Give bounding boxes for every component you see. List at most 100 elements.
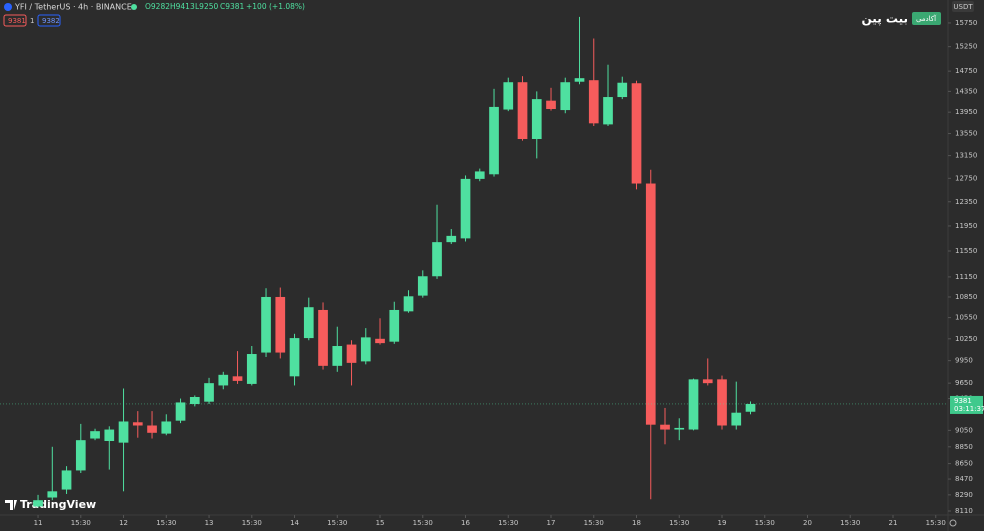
x-tick-label: 18 xyxy=(632,519,641,527)
currency: USDT xyxy=(953,3,973,11)
candle-body xyxy=(303,307,314,339)
x-tick-label: 20 xyxy=(803,519,812,527)
bid: 9381 xyxy=(8,17,26,25)
logo: TradingView xyxy=(20,498,96,511)
x-tick-label: 15:30 xyxy=(413,519,433,527)
ohlc-low: L9250 xyxy=(195,2,218,11)
y-tick-label: 10550 xyxy=(955,314,977,322)
ohlc-high: H9413 xyxy=(170,2,195,11)
y-tick-label: 8850 xyxy=(955,443,973,451)
candle-body xyxy=(346,344,357,363)
candle-body xyxy=(33,500,43,507)
candle-body xyxy=(489,106,499,175)
y-tick-label: 14750 xyxy=(955,67,977,75)
candle-body xyxy=(175,402,186,421)
candle-body xyxy=(204,383,214,402)
candle-body xyxy=(189,397,200,405)
candle-body xyxy=(432,242,442,277)
x-tick-label: 15:30 xyxy=(669,519,689,527)
candle-body xyxy=(688,379,699,430)
y-tick-label: 8290 xyxy=(955,491,973,499)
x-tick-label: 12 xyxy=(119,519,128,527)
candle-body xyxy=(660,424,670,430)
candle-body xyxy=(745,403,756,412)
candle-body xyxy=(218,374,229,386)
brand-tag-box xyxy=(912,12,941,25)
x-tick-label: 15:30 xyxy=(327,519,347,527)
y-tick-label: 8110 xyxy=(955,507,973,515)
candle-body xyxy=(560,82,571,111)
candle-body xyxy=(546,100,556,110)
y-tick-label: 10250 xyxy=(955,335,977,343)
ohlc-change: +100 (+1.08%) xyxy=(246,2,305,11)
brand-tag: آکادمی xyxy=(916,14,937,23)
y-tick-label: 11950 xyxy=(955,222,977,230)
x-tick-label: 15:30 xyxy=(584,519,604,527)
candle-body xyxy=(90,431,100,439)
candle-body xyxy=(75,440,86,471)
x-tick-label: 15:30 xyxy=(926,519,946,527)
candle-body xyxy=(332,346,343,366)
settings-icon[interactable] xyxy=(949,519,957,527)
candle-body xyxy=(588,80,599,124)
x-tick-label: 15:30 xyxy=(156,519,176,527)
y-tick-label: 8650 xyxy=(955,460,973,468)
price-label: 9381 xyxy=(954,397,972,405)
candle-body xyxy=(674,427,685,430)
y-tick-label: 9050 xyxy=(955,426,973,434)
candle-body xyxy=(289,338,300,377)
candle-body xyxy=(389,309,400,342)
candle-body xyxy=(702,379,713,384)
y-tick-label: 12350 xyxy=(955,198,977,206)
candle-body xyxy=(645,183,656,425)
candle-body xyxy=(574,78,585,82)
x-tick-label: 15:30 xyxy=(71,519,91,527)
ask: 9382 xyxy=(42,17,60,25)
x-tick-label: 15:30 xyxy=(242,519,262,527)
y-tick-label: 11150 xyxy=(955,273,977,281)
candle-body xyxy=(617,82,628,98)
y-tick-label: 13950 xyxy=(955,108,977,116)
candle-body xyxy=(132,422,143,426)
x-tick-label: 21 xyxy=(889,519,898,527)
x-tick-label: 11 xyxy=(34,519,43,527)
x-tick-label: 15:30 xyxy=(498,519,518,527)
bid-box[interactable] xyxy=(3,14,27,27)
x-tick-label: 13 xyxy=(205,519,214,527)
y-tick-label: 14350 xyxy=(955,87,977,95)
symbol[interactable]: YFI / TetherUS · 4h · BINANCE xyxy=(14,3,132,12)
candle-body xyxy=(460,178,471,239)
x-tick-label: 19 xyxy=(718,519,727,527)
candle-body xyxy=(118,421,129,443)
x-tick-label: 17 xyxy=(547,519,556,527)
candle-body xyxy=(232,376,243,381)
y-tick-label: 9950 xyxy=(955,357,973,365)
candle-body xyxy=(403,296,414,312)
logo-icon xyxy=(5,500,17,510)
ohlc-open: O9282 xyxy=(145,2,170,11)
spread: 1 xyxy=(30,17,34,25)
x-tick-label: 14 xyxy=(290,519,299,527)
countdown: 03:11:37 xyxy=(954,405,984,413)
x-tick-label: 15:30 xyxy=(755,519,775,527)
candle-body xyxy=(717,379,727,426)
candle-body xyxy=(47,491,58,498)
candle-body xyxy=(261,296,271,353)
candle-body xyxy=(375,338,385,344)
candle-body xyxy=(517,82,528,140)
candle-body xyxy=(531,99,542,140)
y-tick-label: 15750 xyxy=(955,19,977,27)
candle-body xyxy=(275,296,286,353)
candle-body xyxy=(147,425,157,433)
ask-box[interactable] xyxy=(37,14,61,27)
currency-box[interactable] xyxy=(952,1,974,12)
candle-body xyxy=(61,470,72,490)
candle-body xyxy=(603,97,613,125)
y-tick-label: 11550 xyxy=(955,247,977,255)
candle-body xyxy=(417,276,428,296)
y-tick-label: 13150 xyxy=(955,152,977,160)
candle-body xyxy=(246,354,257,384)
x-tick-label: 16 xyxy=(461,519,470,527)
